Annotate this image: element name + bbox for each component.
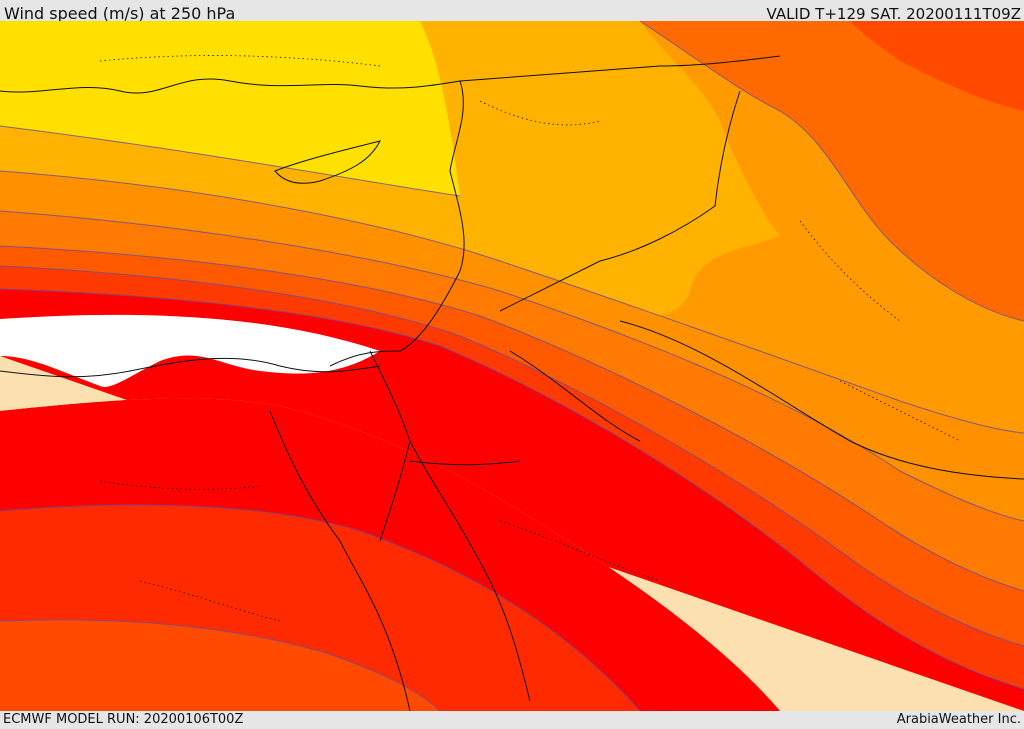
valid-time: VALID T+129 SAT. 20200111T09Z [766, 5, 1021, 23]
political-borders [409, 55, 1024, 480]
wind-speed-map[interactable] [0, 21, 1024, 711]
dotted-borders [99, 55, 961, 622]
coastlines [0, 78, 531, 711]
band-red-orange-south [0, 619, 440, 711]
model-run: ECMWF MODEL RUN: 20200106T00Z [3, 712, 244, 727]
credit: ArabiaWeather Inc. [896, 712, 1021, 727]
contour-lines [0, 21, 1024, 711]
band-yellow [0, 21, 460, 196]
band-orange-red-ne [850, 21, 1024, 111]
header-bar: Wind speed (m/s) at 250 hPa VALID T+129 … [0, 0, 1024, 23]
band-red-orange-ne [640, 21, 1024, 321]
map-title: Wind speed (m/s) at 250 hPa [4, 4, 236, 23]
band-white-max [0, 314, 380, 387]
footer-bar: ECMWF MODEL RUN: 20200106T00Z ArabiaWeat… [0, 711, 1024, 729]
